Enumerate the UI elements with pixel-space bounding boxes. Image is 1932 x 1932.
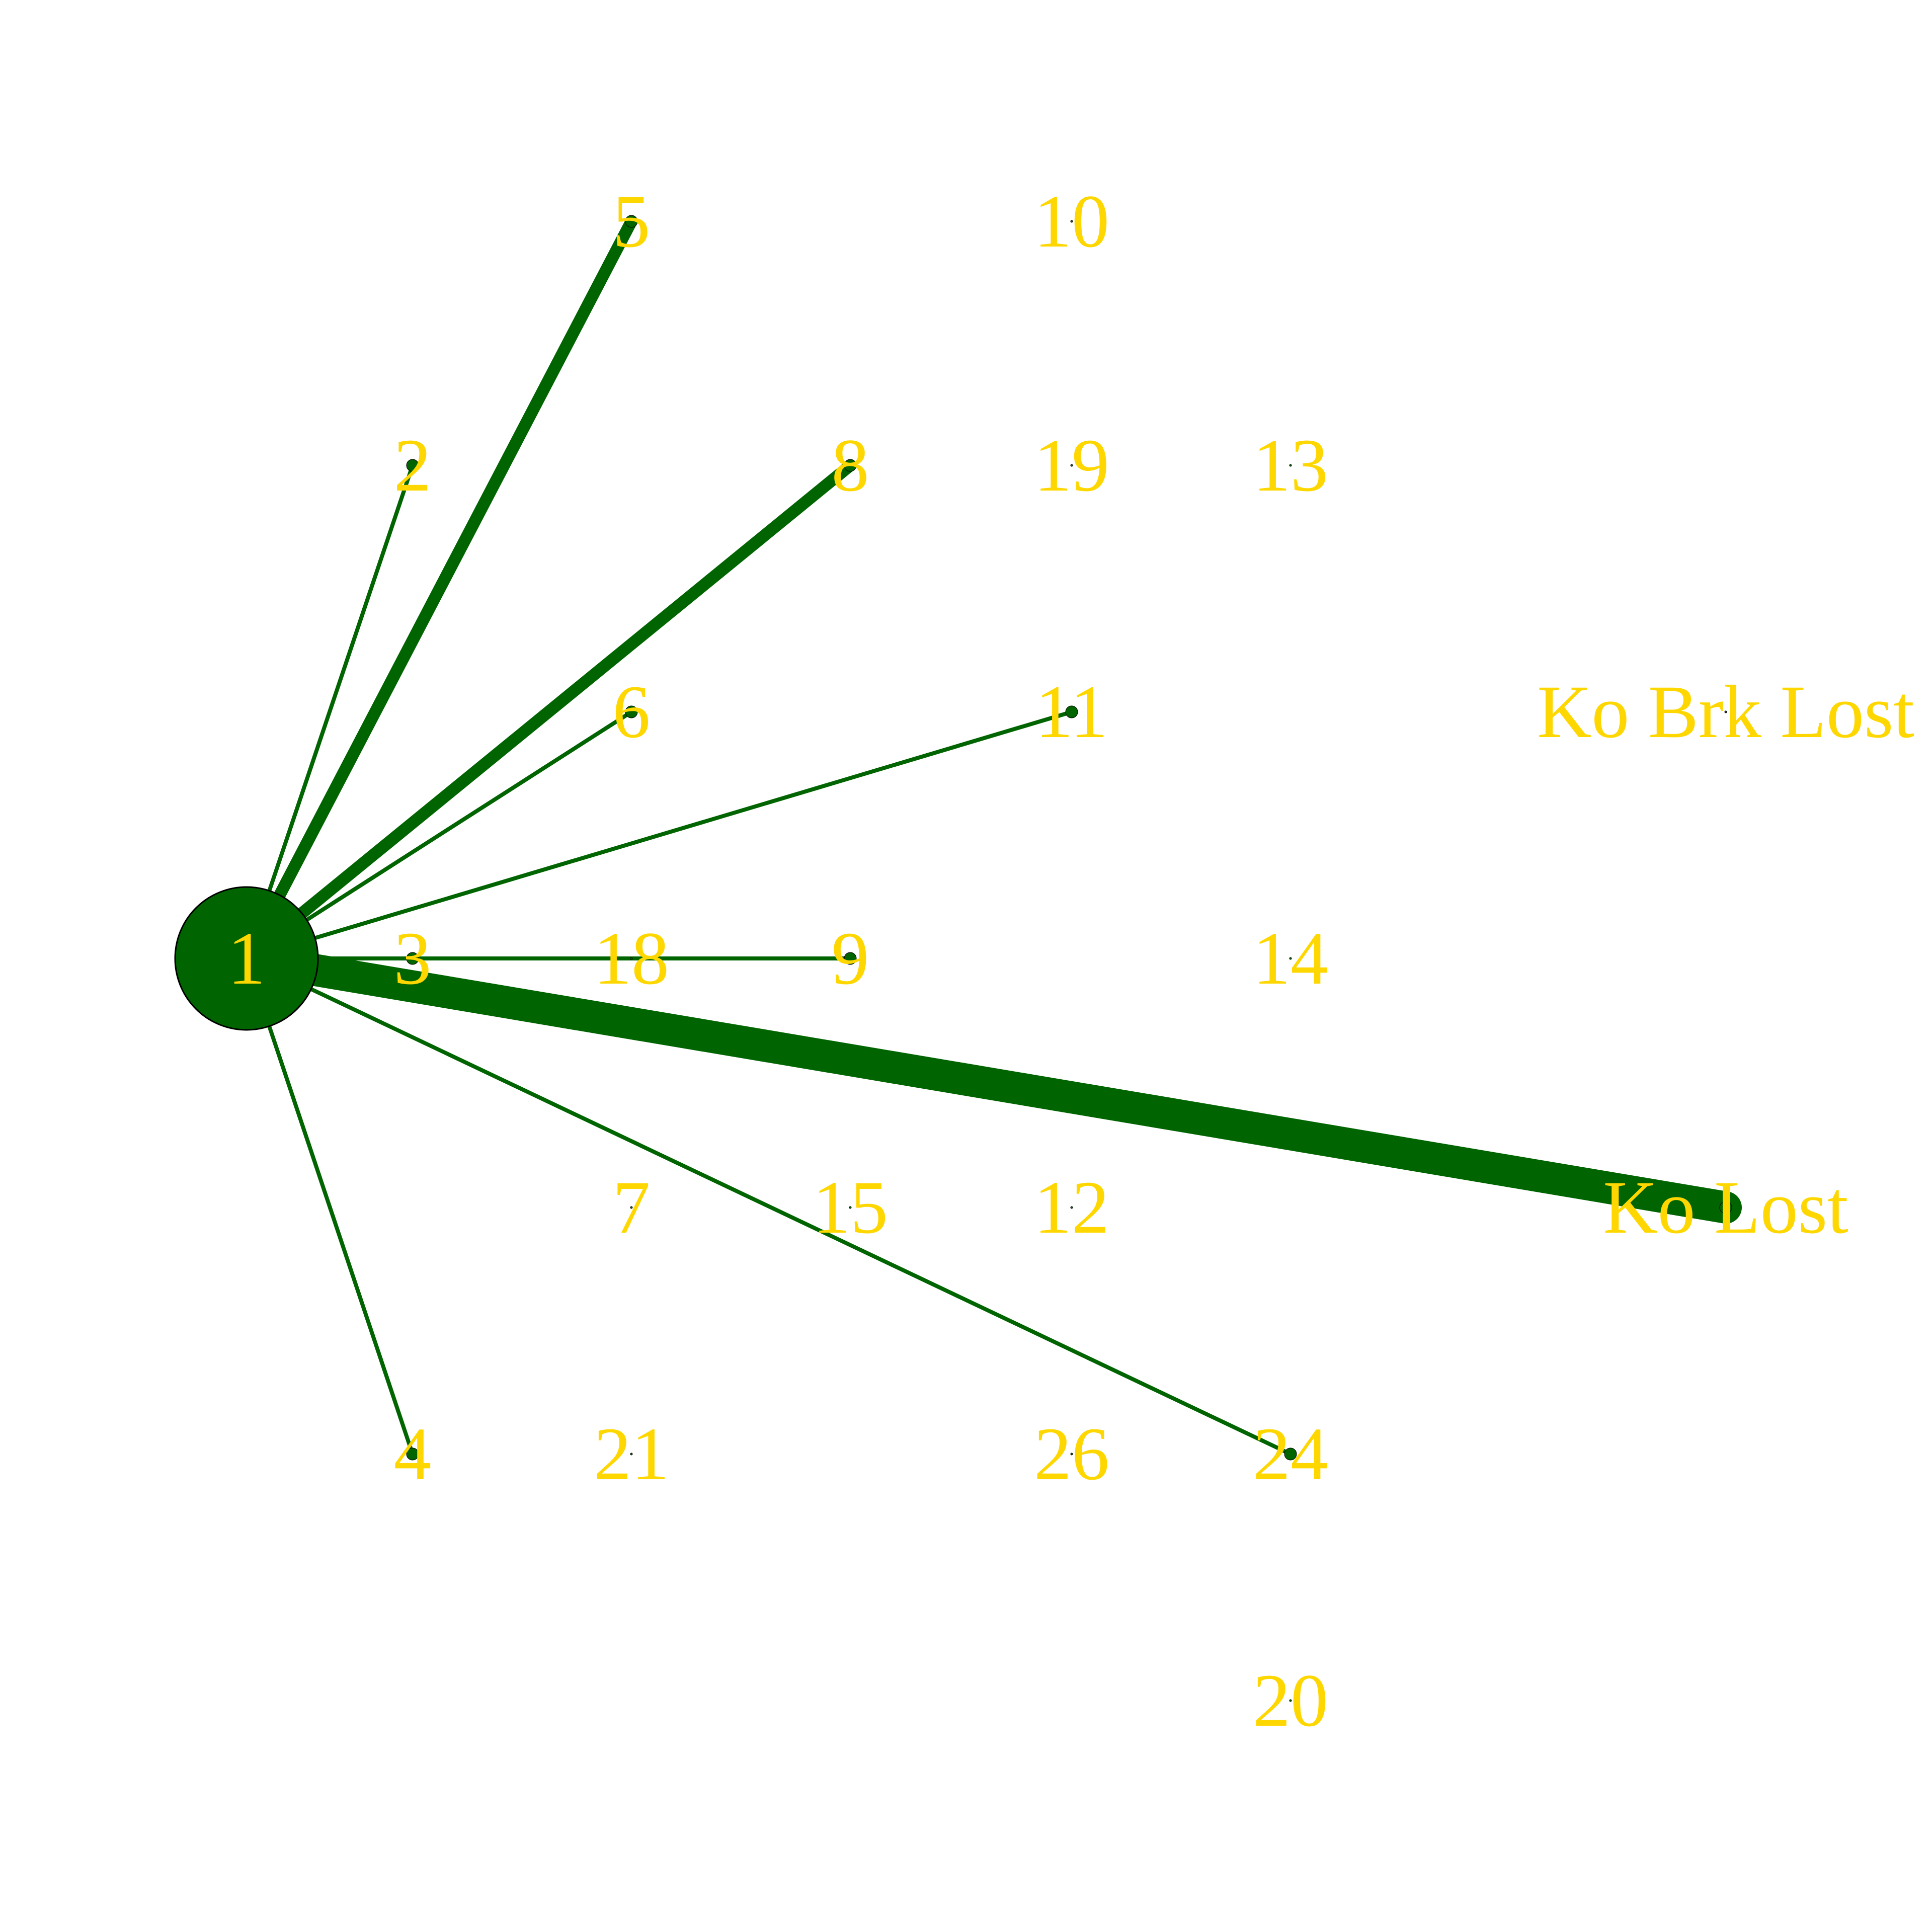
edge-1-2	[245, 463, 415, 960]
edge-1-4	[245, 956, 415, 1456]
node-10[interactable]	[1070, 220, 1073, 223]
edges-layer	[230, 215, 1742, 1456]
node-label-10: 10	[1034, 180, 1109, 263]
node-label-4: 4	[394, 1412, 432, 1496]
node-8[interactable]	[844, 459, 857, 472]
edge-1-11	[245, 710, 1074, 960]
node-label-11: 11	[1035, 670, 1108, 754]
node-9[interactable]	[844, 952, 857, 965]
node-26[interactable]	[1070, 1453, 1073, 1456]
node-label-9: 9	[832, 917, 869, 1000]
node-20[interactable]	[1289, 1699, 1292, 1702]
node-label-ko_lost: Ko Lost	[1603, 1166, 1848, 1249]
node-19[interactable]	[1070, 464, 1073, 467]
node-14[interactable]	[1289, 957, 1292, 960]
node-label-ko_brk_lost: Ko Brk Lost	[1537, 670, 1914, 754]
node-label-26: 26	[1034, 1412, 1109, 1496]
node-label-7: 7	[613, 1166, 651, 1249]
node-ko_brk_lost[interactable]	[1724, 710, 1727, 713]
node-label-3: 3	[394, 917, 432, 1000]
node-label-5: 5	[613, 180, 651, 263]
node-5[interactable]	[625, 215, 638, 228]
node-ko_lost[interactable]	[1719, 1201, 1732, 1214]
node-label-20: 20	[1253, 1659, 1328, 1742]
node-label-1: 1	[228, 917, 266, 1000]
node-7[interactable]	[630, 1206, 633, 1209]
node-6[interactable]	[625, 705, 638, 718]
node-label-21: 21	[594, 1412, 669, 1496]
node-21[interactable]	[630, 1453, 633, 1456]
node-11[interactable]	[1065, 705, 1078, 718]
node-label-14: 14	[1253, 917, 1328, 1000]
node-4[interactable]	[406, 1447, 419, 1461]
node-15[interactable]	[849, 1206, 852, 1209]
nodes-layer	[174, 215, 1732, 1702]
node-label-24: 24	[1253, 1412, 1328, 1496]
node-label-19: 19	[1034, 424, 1109, 507]
edge-1-24	[245, 956, 1293, 1456]
node-13[interactable]	[1289, 464, 1292, 467]
node-1[interactable]	[174, 886, 319, 1031]
edge-1-8	[240, 459, 856, 964]
node-label-6: 6	[613, 670, 651, 754]
node-18[interactable]	[630, 957, 633, 960]
node-label-13: 13	[1253, 424, 1328, 507]
node-label-12: 12	[1034, 1166, 1109, 1249]
node-24[interactable]	[1284, 1447, 1297, 1461]
edge-1-5	[240, 215, 637, 964]
node-label-15: 15	[813, 1166, 888, 1249]
node-12[interactable]	[1070, 1206, 1073, 1209]
node-3[interactable]	[406, 952, 419, 965]
node-label-18: 18	[594, 917, 669, 1000]
node-label-2: 2	[394, 424, 432, 507]
edge-1-6	[245, 710, 633, 960]
edge-1-ko_lost	[230, 942, 1742, 1224]
node-2[interactable]	[406, 459, 419, 472]
node-label-8: 8	[832, 424, 869, 507]
